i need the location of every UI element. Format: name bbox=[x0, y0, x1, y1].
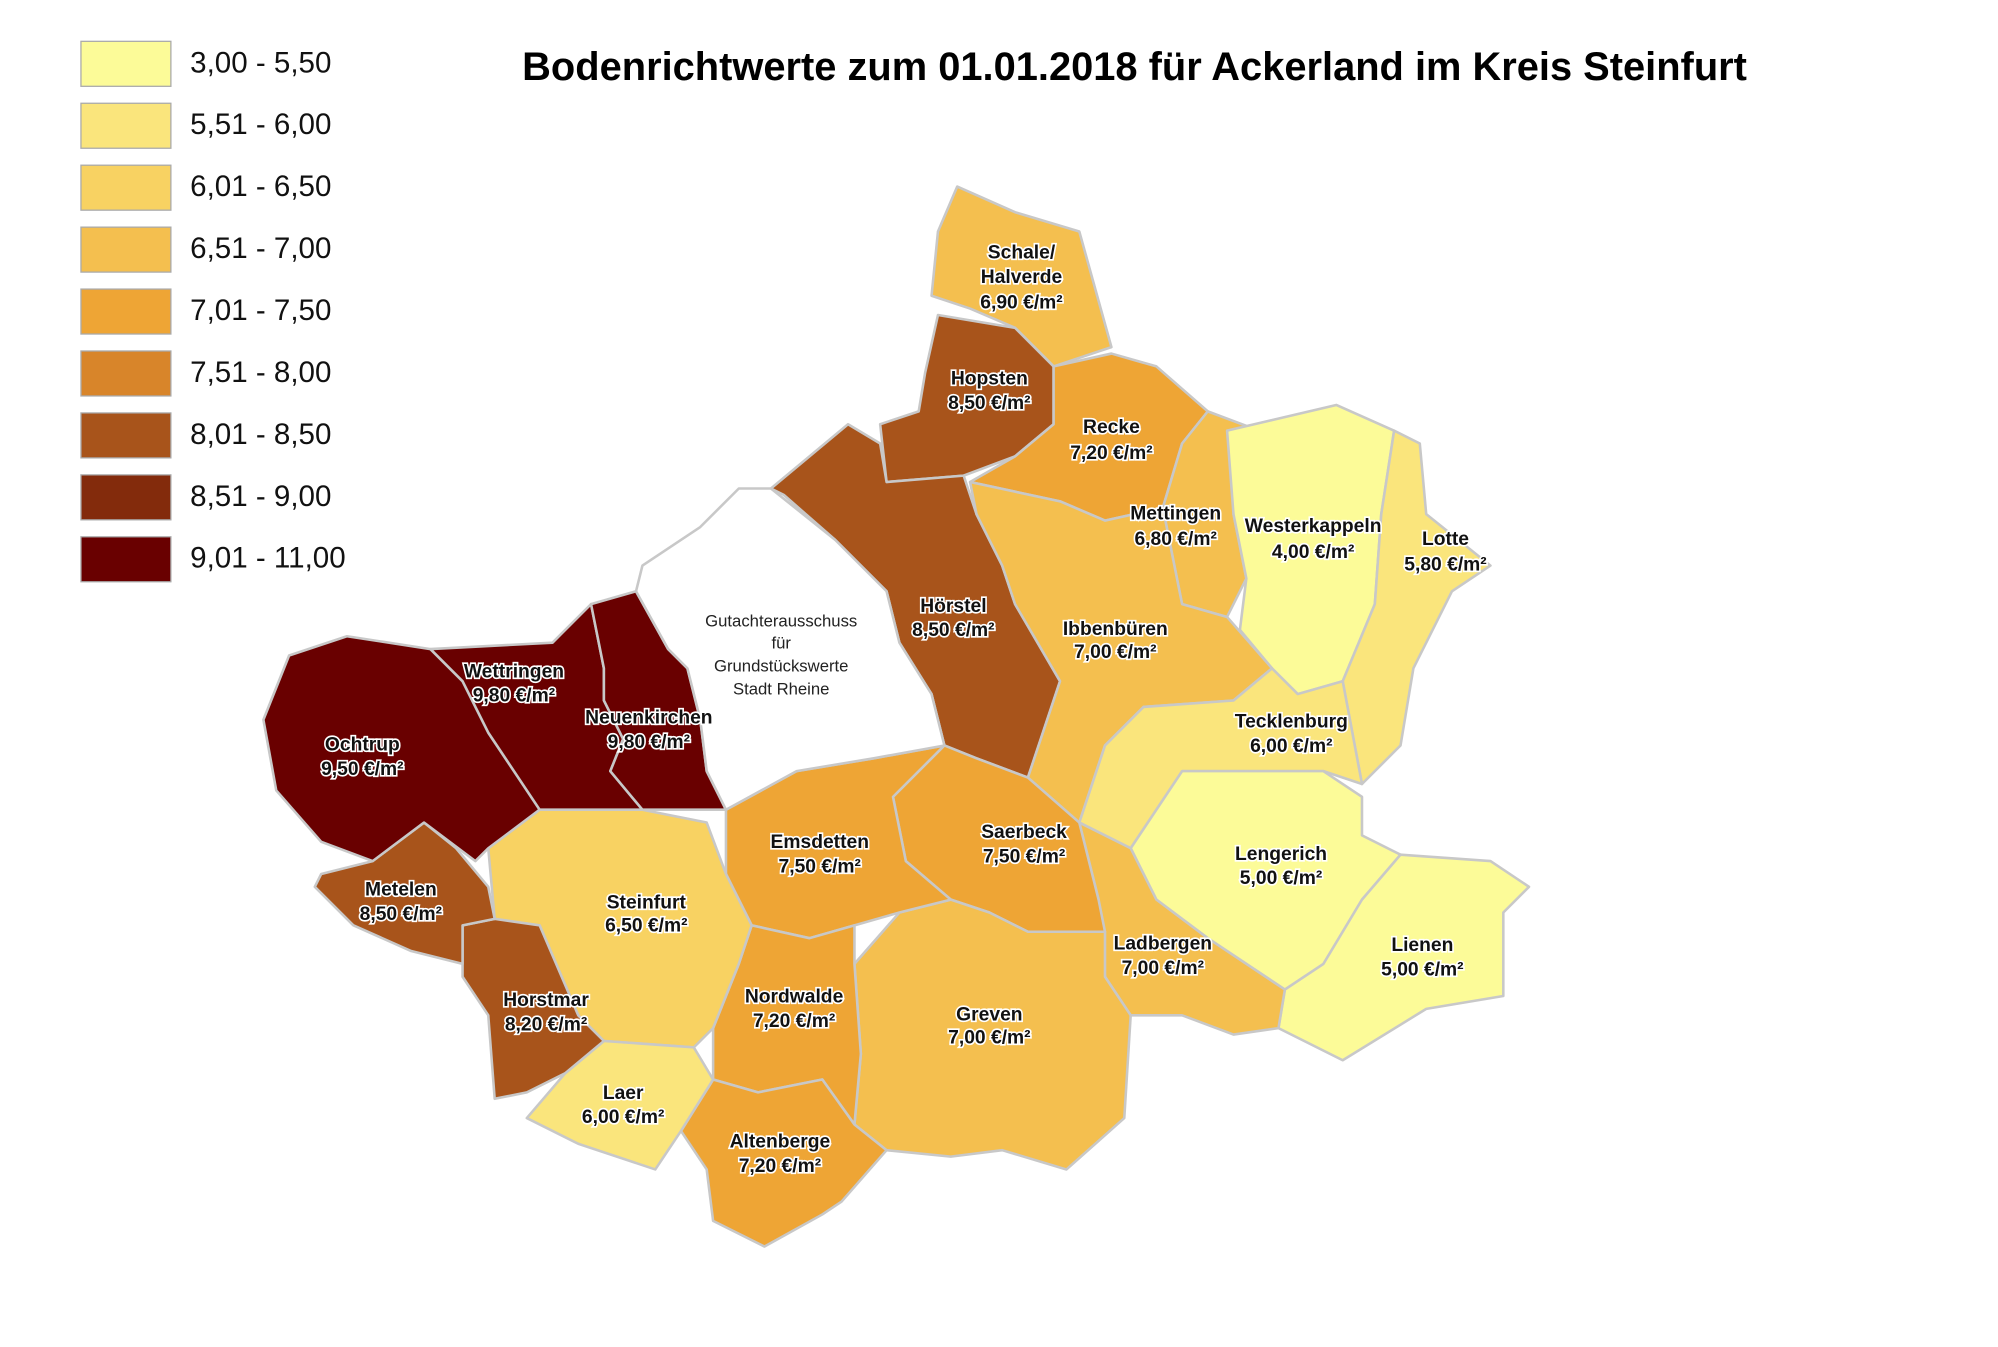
region-label: 7,50 €/m² bbox=[983, 846, 1066, 867]
region-label: 7,00 €/m² bbox=[1074, 642, 1157, 663]
region-label: 7,20 €/m² bbox=[739, 1156, 822, 1177]
region-label: Halverde bbox=[981, 267, 1063, 288]
rheine-text: Grundstückswerte bbox=[714, 656, 848, 675]
legend-label: 7,01 - 7,50 bbox=[190, 294, 331, 327]
region-labels: Schale/Halverde 6,90 €/m² Hopsten 8,50 €/m… bbox=[319, 241, 1488, 1179]
legend-swatch bbox=[80, 474, 172, 521]
region-label: Lotte bbox=[1422, 529, 1469, 550]
legend-swatch bbox=[80, 350, 172, 397]
legend-swatch bbox=[80, 226, 172, 273]
region-label: 9,50 €/m² bbox=[321, 759, 404, 780]
region-label: 7,50 €/m² bbox=[779, 857, 862, 878]
region-label: 6,00 €/m² bbox=[1250, 736, 1333, 757]
region-label: 7,00 €/m² bbox=[1122, 958, 1205, 979]
region-label: Ibbenbüren bbox=[1063, 619, 1168, 640]
region-label: 6,90 €/m² bbox=[980, 293, 1063, 314]
region-label: 9,80 €/m² bbox=[473, 686, 556, 707]
region-label: Ochtrup bbox=[325, 735, 400, 756]
region-label: 9,80 €/m² bbox=[608, 732, 691, 753]
region-label: Mettingen bbox=[1130, 503, 1221, 524]
region-label: Neuenkirchen bbox=[585, 708, 712, 729]
region-label: 8,20 €/m² bbox=[505, 1015, 588, 1036]
region-label: 5,00 €/m² bbox=[1381, 959, 1464, 980]
region-label: Metelen bbox=[365, 880, 437, 901]
region bbox=[1341, 429, 1492, 786]
legend-swatch bbox=[80, 40, 172, 87]
region-label: Altenberge bbox=[730, 1132, 831, 1153]
region-label: 4,00 €/m² bbox=[1272, 542, 1355, 563]
region-label: Ladbergen bbox=[1114, 934, 1212, 955]
region-label: Tecklenburg bbox=[1235, 711, 1348, 732]
legend-label: 6,51 - 7,00 bbox=[190, 232, 331, 265]
legend-swatch bbox=[80, 536, 172, 583]
legend-swatch bbox=[80, 412, 172, 459]
region-label: Greven bbox=[956, 1004, 1022, 1025]
map-title: Bodenrichtwerte zum 01.01.2018 für Acker… bbox=[522, 45, 1747, 89]
legend-label: 9,01 - 11,00 bbox=[190, 542, 346, 575]
legend: 3,00 - 5,50 5,51 - 6,00 6,01 - 6,50 6,51 - … bbox=[80, 40, 346, 583]
region bbox=[1277, 853, 1531, 1062]
region-label: 8,50 €/m² bbox=[948, 393, 1031, 414]
legend-swatch bbox=[80, 102, 172, 149]
region bbox=[461, 917, 606, 1101]
region-label: 8,50 €/m² bbox=[912, 620, 995, 641]
region-label: 6,50 €/m² bbox=[605, 916, 688, 937]
legend-label: 5,51 - 6,00 bbox=[190, 108, 331, 141]
legend-label: 3,00 - 5,50 bbox=[190, 46, 331, 79]
region-label: Saerbeck bbox=[981, 822, 1067, 843]
region bbox=[525, 1039, 715, 1171]
rheine-region bbox=[634, 487, 946, 811]
region-label: Lienen bbox=[1391, 935, 1453, 956]
region-label: Hörstel bbox=[920, 596, 986, 617]
legend-label: 8,01 - 8,50 bbox=[190, 418, 331, 451]
rheine-text: für bbox=[771, 633, 791, 652]
region-label: 5,80 €/m² bbox=[1404, 555, 1487, 576]
region-label: 5,00 €/m² bbox=[1240, 868, 1323, 889]
region bbox=[679, 1078, 888, 1248]
regions bbox=[262, 185, 1531, 1248]
region-label: Emsdetten bbox=[771, 832, 870, 853]
region-label: Recke bbox=[1083, 417, 1140, 438]
region-label: Schale/ bbox=[988, 242, 1056, 263]
legend-label: 8,51 - 9,00 bbox=[190, 480, 331, 513]
region-label: Nordwalde bbox=[745, 986, 844, 1007]
region-label: 7,20 €/m² bbox=[753, 1011, 836, 1032]
rheine-text: Gutachterausschuss bbox=[705, 612, 857, 631]
region-label: Horstmar bbox=[503, 990, 589, 1011]
region-label: Steinfurt bbox=[607, 893, 687, 914]
region-label: 7,20 €/m² bbox=[1070, 443, 1153, 464]
rheine-text: Stadt Rheine bbox=[733, 680, 829, 699]
region-label: 8,50 €/m² bbox=[360, 904, 443, 925]
region-label: Laer bbox=[603, 1083, 644, 1104]
region-label: 6,00 €/m² bbox=[582, 1107, 665, 1128]
region-label: Lengerich bbox=[1235, 844, 1327, 865]
legend-swatch bbox=[80, 288, 172, 335]
region-label: Hopsten bbox=[951, 368, 1028, 389]
legend-label: 6,01 - 6,50 bbox=[190, 170, 331, 203]
region-label: Wettringen bbox=[464, 661, 564, 682]
region-label: 7,00 €/m² bbox=[948, 1028, 1031, 1049]
region-label: Westerkappeln bbox=[1245, 516, 1382, 537]
legend-label: 7,51 - 8,00 bbox=[190, 356, 331, 389]
region-label: 6,80 €/m² bbox=[1134, 529, 1217, 550]
legend-swatch bbox=[80, 164, 172, 211]
